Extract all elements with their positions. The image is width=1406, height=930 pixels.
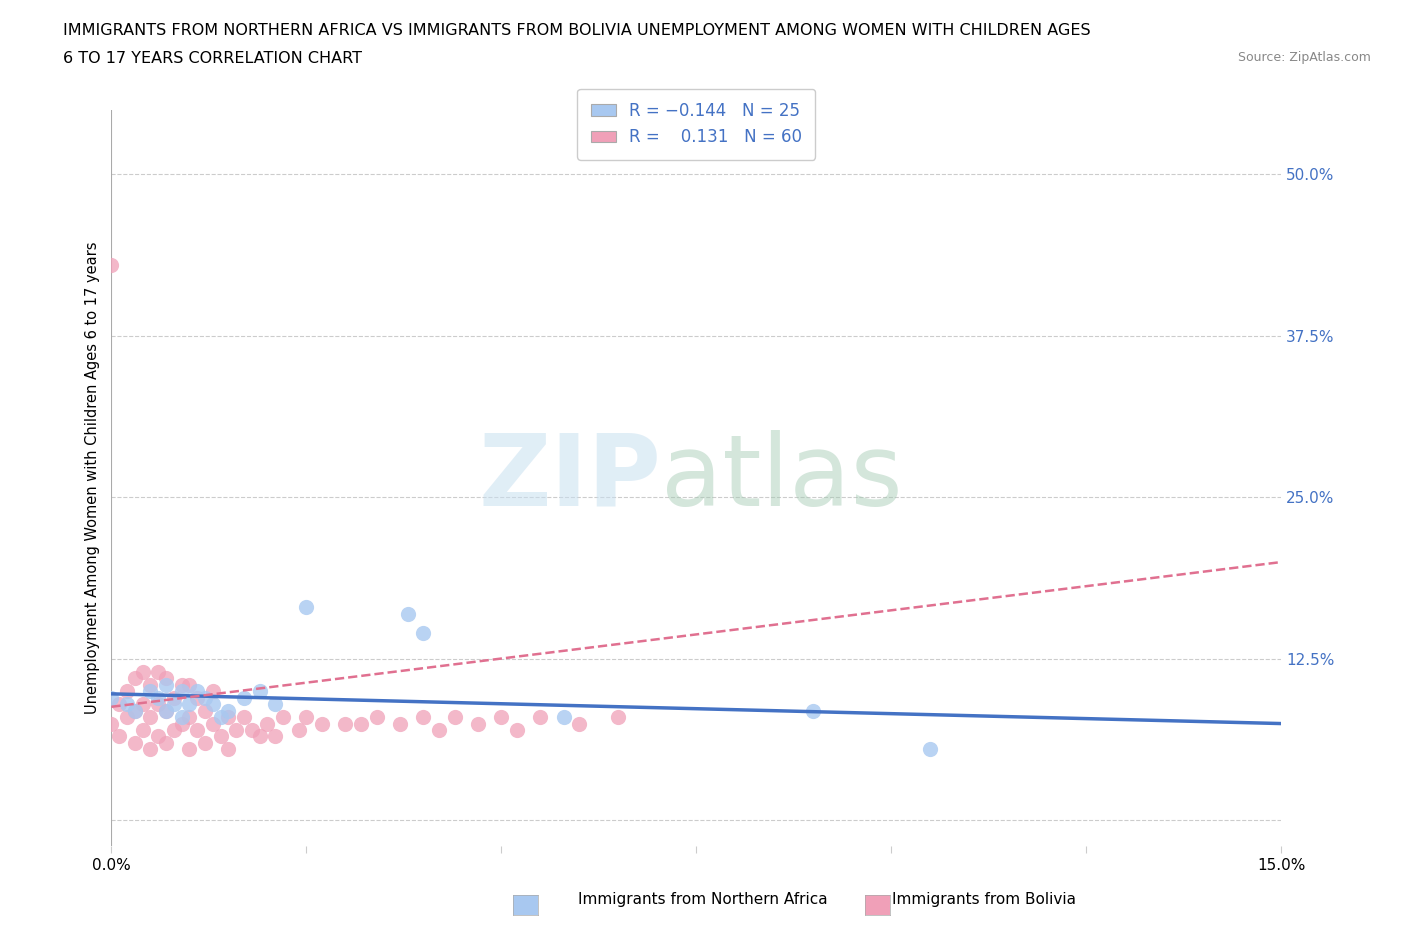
Point — [170, 684, 193, 698]
Point — [427, 723, 450, 737]
Point — [186, 723, 208, 737]
Point — [131, 664, 153, 679]
Point — [163, 690, 186, 705]
Point — [155, 736, 177, 751]
Point — [108, 729, 131, 744]
Point — [131, 723, 153, 737]
Point — [389, 716, 412, 731]
Point — [108, 697, 131, 711]
Point — [287, 723, 309, 737]
Point — [491, 710, 513, 724]
Point — [148, 729, 170, 744]
Point — [295, 710, 318, 724]
Text: IMMIGRANTS FROM NORTHERN AFRICA VS IMMIGRANTS FROM BOLIVIA UNEMPLOYMENT AMONG WO: IMMIGRANTS FROM NORTHERN AFRICA VS IMMIG… — [63, 23, 1091, 38]
Point — [271, 710, 294, 724]
Point — [179, 677, 201, 692]
Point — [155, 703, 177, 718]
Point — [124, 703, 146, 718]
Point — [256, 716, 278, 731]
Point — [240, 723, 263, 737]
Point — [233, 690, 256, 705]
Point — [803, 703, 825, 718]
Point — [194, 703, 217, 718]
Point — [186, 684, 208, 698]
Point — [139, 684, 162, 698]
Text: 6 TO 17 YEARS CORRELATION CHART: 6 TO 17 YEARS CORRELATION CHART — [63, 51, 363, 66]
Point — [131, 697, 153, 711]
Point — [201, 697, 224, 711]
Point — [155, 671, 177, 685]
Text: ZIP: ZIP — [478, 430, 661, 526]
Point — [412, 710, 434, 724]
Point — [148, 664, 170, 679]
Point — [443, 710, 465, 724]
Point — [194, 736, 217, 751]
Point — [217, 742, 239, 757]
Point — [529, 710, 551, 724]
Point — [179, 697, 201, 711]
Point — [264, 729, 287, 744]
Point — [201, 716, 224, 731]
Point — [139, 742, 162, 757]
Point — [264, 697, 287, 711]
Legend: R = −0.144   N = 25, R =    0.131   N = 60: R = −0.144 N = 25, R = 0.131 N = 60 — [578, 88, 815, 160]
Point — [311, 716, 333, 731]
Point — [124, 736, 146, 751]
Point — [100, 258, 122, 272]
Point — [396, 606, 419, 621]
Point — [201, 684, 224, 698]
Point — [209, 729, 232, 744]
Point — [170, 677, 193, 692]
Point — [115, 697, 138, 711]
Point — [148, 690, 170, 705]
Point — [568, 716, 591, 731]
Point — [249, 684, 271, 698]
Point — [179, 710, 201, 724]
Point — [124, 671, 146, 685]
Point — [920, 742, 942, 757]
Point — [163, 697, 186, 711]
Point — [155, 703, 177, 718]
Text: atlas: atlas — [661, 430, 903, 526]
Point — [163, 723, 186, 737]
Point — [139, 677, 162, 692]
Point — [506, 723, 529, 737]
Point — [366, 710, 388, 724]
Point — [170, 716, 193, 731]
Point — [179, 742, 201, 757]
Point — [100, 690, 122, 705]
Point — [467, 716, 489, 731]
Text: Immigrants from Northern Africa: Immigrants from Northern Africa — [578, 892, 828, 907]
Point — [186, 690, 208, 705]
Point — [139, 710, 162, 724]
Point — [225, 723, 247, 737]
Point — [100, 716, 122, 731]
Y-axis label: Unemployment Among Women with Children Ages 6 to 17 years: Unemployment Among Women with Children A… — [86, 242, 100, 714]
Point — [155, 677, 177, 692]
Point — [233, 710, 256, 724]
Point — [295, 600, 318, 615]
Point — [217, 703, 239, 718]
Point — [124, 703, 146, 718]
Text: Source: ZipAtlas.com: Source: ZipAtlas.com — [1237, 51, 1371, 64]
Point — [412, 626, 434, 641]
Point — [217, 710, 239, 724]
Point — [607, 710, 630, 724]
Text: Immigrants from Bolivia: Immigrants from Bolivia — [893, 892, 1076, 907]
Point — [115, 684, 138, 698]
Point — [194, 690, 217, 705]
Point — [148, 697, 170, 711]
Point — [350, 716, 373, 731]
Point — [115, 710, 138, 724]
Point — [335, 716, 357, 731]
Point — [553, 710, 575, 724]
Point — [249, 729, 271, 744]
Point — [170, 710, 193, 724]
Point — [209, 710, 232, 724]
